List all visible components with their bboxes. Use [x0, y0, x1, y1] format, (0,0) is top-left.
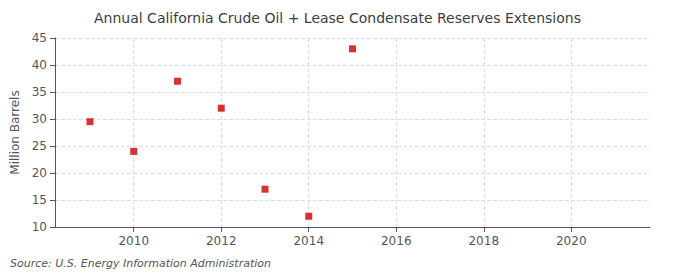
svg-text:15: 15	[32, 193, 47, 207]
svg-text:10: 10	[32, 220, 47, 234]
svg-text:35: 35	[32, 85, 47, 99]
svg-text:40: 40	[32, 58, 47, 72]
svg-text:30: 30	[32, 112, 47, 126]
svg-text:25: 25	[32, 139, 47, 153]
svg-text:45: 45	[32, 31, 47, 45]
svg-text:2016: 2016	[381, 234, 412, 248]
svg-text:2020: 2020	[556, 234, 587, 248]
svg-text:2018: 2018	[468, 234, 499, 248]
svg-text:Source: U.S. Energy Informatio: Source: U.S. Energy Information Administ…	[10, 257, 271, 270]
svg-text:2010: 2010	[118, 234, 149, 248]
svg-text:20: 20	[32, 166, 47, 180]
svg-text:Annual California Crude Oil +: Annual California Crude Oil + Lease Cond…	[94, 10, 581, 26]
svg-text:2012: 2012	[206, 234, 237, 248]
svg-text:2014: 2014	[293, 234, 324, 248]
svg-text:Million Barrels: Million Barrels	[8, 90, 22, 174]
